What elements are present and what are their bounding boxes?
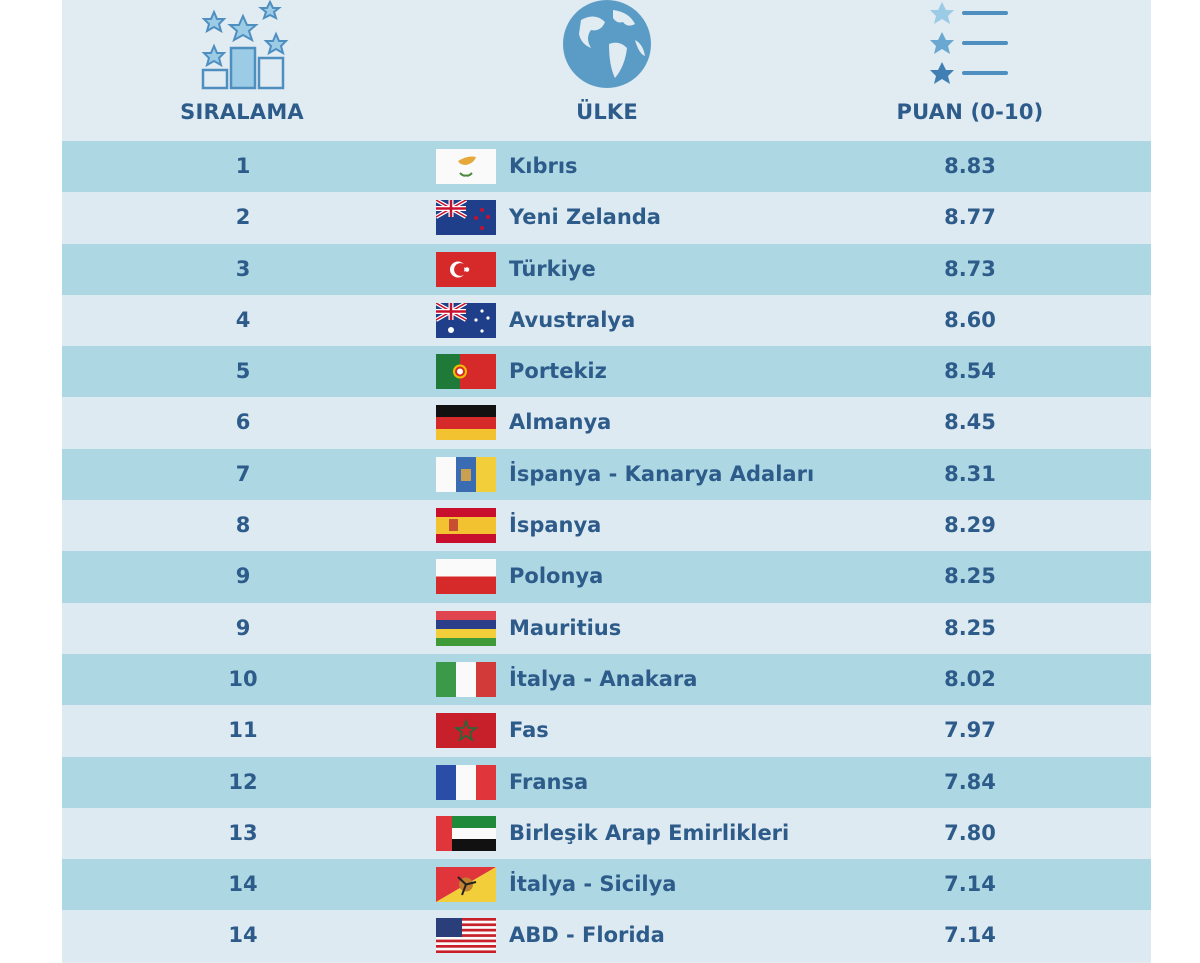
rank-cell: 7 bbox=[235, 461, 251, 486]
table-row: 4 Avustralya 8.60 bbox=[62, 294, 1151, 347]
turkey-flag-icon bbox=[436, 251, 496, 287]
rank-cell: 5 bbox=[235, 359, 251, 384]
sicily-flag-icon bbox=[436, 867, 496, 903]
table-row: 14 İtalya - Sicilya 7.14 bbox=[62, 859, 1151, 911]
country-cell: Birleşik Arap Emirlikleri bbox=[509, 820, 790, 845]
rank-cell: 14 bbox=[228, 923, 258, 948]
rank-cell: 13 bbox=[228, 820, 258, 845]
italy-flag-icon bbox=[436, 661, 496, 697]
rank-cell: 3 bbox=[235, 256, 251, 281]
rank-cell: 9 bbox=[235, 615, 251, 640]
france-flag-icon bbox=[436, 764, 496, 800]
table-row: 12 Fransa 7.84 bbox=[62, 756, 1151, 808]
table-row: 13 Birleşik Arap Emirlikleri 7.80 bbox=[62, 807, 1151, 860]
score-cell: 8.60 bbox=[944, 307, 996, 332]
score-cell: 7.14 bbox=[944, 923, 996, 948]
rank-cell: 8 bbox=[235, 513, 251, 538]
table-row: 2 Yeni Zelanda 8.77 bbox=[62, 192, 1151, 244]
score-cell: 8.29 bbox=[944, 513, 996, 538]
country-column-header: ÜLKE bbox=[532, 0, 682, 140]
ranking-table: SIRALAMA ÜLKE PUAN (0-10) 1 Kıbrıs 8.83 2 bbox=[62, 0, 1151, 963]
table-row: 6 Almanya 8.45 bbox=[62, 397, 1151, 449]
score-cell: 8.83 bbox=[944, 154, 996, 178]
score-cell: 7.97 bbox=[944, 718, 996, 743]
australia-flag-icon bbox=[436, 302, 496, 338]
table-row: 14 ABD - Florida 7.14 bbox=[62, 910, 1151, 962]
table-row: 9 Mauritius 8.25 bbox=[62, 602, 1151, 654]
country-cell: İtalya - Sicilya bbox=[509, 872, 677, 897]
score-cell: 8.73 bbox=[944, 256, 996, 281]
podium-stars-icon bbox=[201, 0, 289, 90]
rank-cell: 1 bbox=[235, 154, 251, 178]
table-row: 1 Kıbrıs 8.83 bbox=[62, 141, 1151, 193]
rank-cell: 2 bbox=[235, 205, 251, 230]
score-cell: 8.31 bbox=[944, 461, 996, 486]
canary-islands-flag-icon bbox=[436, 456, 496, 492]
score-cell: 8.77 bbox=[944, 205, 996, 230]
table-row: 8 İspanya 8.29 bbox=[62, 500, 1151, 552]
country-cell: İspanya bbox=[509, 513, 602, 538]
country-cell: ABD - Florida bbox=[509, 923, 665, 948]
country-cell: Polonya bbox=[509, 564, 604, 589]
ranking-rows: 1 Kıbrıs 8.83 2 Yeni Zelanda 8.77 3 Türkiye 8.73… bbox=[62, 141, 1151, 962]
rank-column-header: SIRALAMA bbox=[172, 0, 312, 140]
rank-cell: 12 bbox=[228, 769, 258, 794]
country-cell: Kıbrıs bbox=[509, 154, 578, 178]
rank-cell: 11 bbox=[228, 718, 258, 743]
rank-cell: 4 bbox=[235, 307, 251, 332]
score-cell: 8.54 bbox=[944, 359, 996, 384]
country-cell: Avustralya bbox=[509, 307, 636, 332]
country-cell: Fransa bbox=[509, 769, 589, 794]
cyprus-flag-icon bbox=[436, 149, 496, 184]
new-zealand-flag-icon bbox=[436, 200, 496, 236]
rank-cell: 14 bbox=[228, 872, 258, 897]
rank-cell: 6 bbox=[235, 410, 251, 435]
rank-cell: 9 bbox=[235, 564, 251, 589]
country-cell: Yeni Zelanda bbox=[509, 205, 661, 230]
country-cell: İspanya - Kanarya Adaları bbox=[509, 461, 815, 486]
uae-flag-icon bbox=[436, 815, 496, 851]
country-cell: Portekiz bbox=[509, 359, 607, 384]
star-list-icon bbox=[930, 2, 1008, 84]
table-row: 11 Fas 7.97 bbox=[62, 705, 1151, 757]
score-cell: 8.02 bbox=[944, 666, 996, 691]
poland-flag-icon bbox=[436, 559, 496, 595]
globe-icon bbox=[563, 0, 651, 88]
table-row: 9 Polonya 8.25 bbox=[62, 551, 1151, 603]
country-cell: Mauritius bbox=[509, 615, 622, 640]
rank-header-label: SIRALAMA bbox=[180, 100, 304, 124]
score-cell: 8.25 bbox=[944, 564, 996, 589]
germany-flag-icon bbox=[436, 405, 496, 441]
morocco-flag-icon bbox=[436, 713, 496, 749]
rank-cell: 10 bbox=[228, 666, 258, 691]
mauritius-flag-icon bbox=[436, 610, 496, 646]
country-cell: İtalya - Anakara bbox=[509, 666, 698, 691]
score-header-label: PUAN (0-10) bbox=[896, 100, 1044, 124]
score-cell: 7.80 bbox=[944, 820, 996, 845]
score-cell: 8.25 bbox=[944, 615, 996, 640]
usa-flag-icon bbox=[436, 918, 496, 954]
score-cell: 7.84 bbox=[944, 769, 996, 794]
portugal-flag-icon bbox=[436, 354, 496, 390]
table-row: 7 İspanya - Kanarya Adaları 8.31 bbox=[62, 448, 1151, 501]
spain-flag-icon bbox=[436, 508, 496, 544]
table-row: 5 Portekiz 8.54 bbox=[62, 346, 1151, 398]
country-cell: Almanya bbox=[509, 410, 612, 435]
table-row: 3 Türkiye 8.73 bbox=[62, 243, 1151, 295]
score-column-header: PUAN (0-10) bbox=[880, 0, 1060, 140]
country-cell: Fas bbox=[509, 718, 549, 743]
score-cell: 8.45 bbox=[944, 410, 996, 435]
table-row: 10 İtalya - Anakara 8.02 bbox=[62, 653, 1151, 706]
score-cell: 7.14 bbox=[944, 872, 996, 897]
country-header-label: ÜLKE bbox=[576, 100, 638, 124]
country-cell: Türkiye bbox=[509, 256, 596, 281]
